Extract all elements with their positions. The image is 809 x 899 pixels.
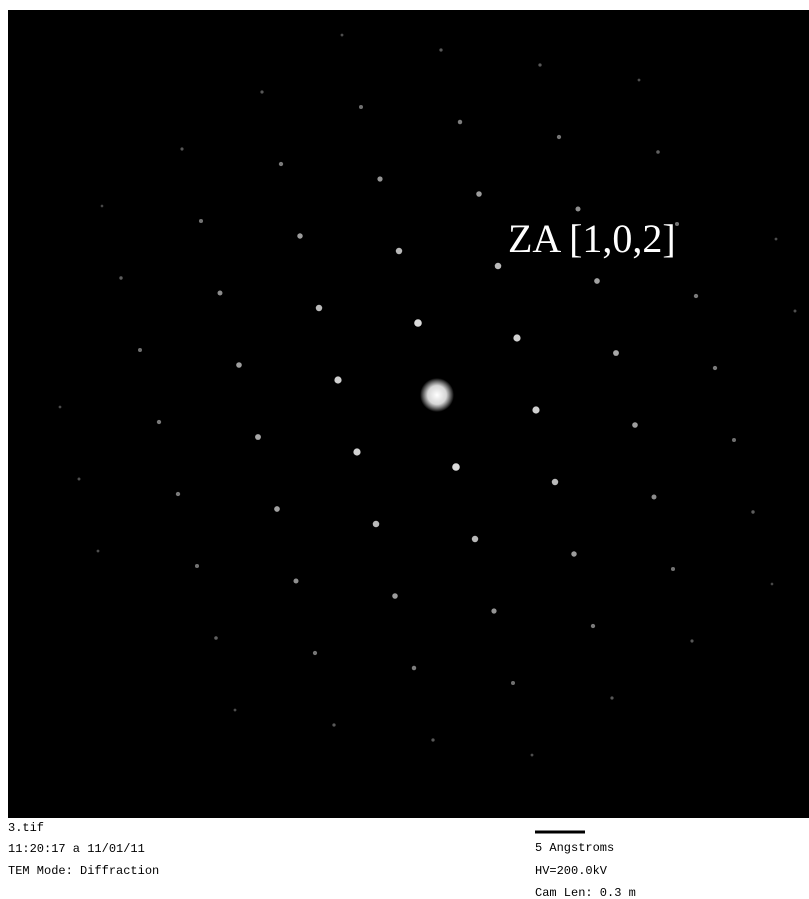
spot	[260, 90, 263, 93]
spot	[138, 348, 142, 352]
spot	[332, 723, 335, 726]
spot	[571, 551, 576, 556]
spot	[671, 567, 675, 571]
spot	[101, 205, 104, 208]
spot	[652, 495, 657, 500]
zone-axis-label: ZA [1,0,2]	[508, 216, 676, 261]
spot	[594, 278, 600, 284]
spot	[392, 593, 398, 599]
spot	[452, 463, 460, 471]
spot	[297, 233, 302, 238]
spot	[552, 479, 558, 485]
spot	[638, 79, 641, 82]
spot	[575, 206, 580, 211]
spot	[472, 536, 478, 542]
spot	[341, 34, 344, 37]
spot	[690, 639, 693, 642]
spot	[119, 276, 122, 279]
spot	[414, 319, 422, 327]
spot	[59, 406, 62, 409]
spot	[613, 350, 619, 356]
page: ZA [1,0,2] 3.tif 11:20:17 a 11/01/11 TEM…	[0, 0, 809, 899]
spot	[771, 583, 774, 586]
spot	[531, 754, 534, 757]
spot	[176, 492, 180, 496]
spot	[313, 651, 317, 655]
spot	[532, 406, 539, 413]
spot	[377, 176, 382, 181]
mode: TEM Mode: Diffraction	[8, 864, 159, 878]
voltage: HV=200.0kV	[535, 864, 608, 878]
spot	[234, 709, 237, 712]
spot	[694, 294, 698, 298]
spot	[439, 48, 442, 51]
spot	[511, 681, 515, 685]
spot	[495, 263, 502, 270]
spot	[157, 420, 161, 424]
camera-length: Cam Len: 0.3 m	[535, 886, 636, 899]
spot	[794, 310, 797, 313]
spot	[538, 63, 541, 66]
spot	[218, 291, 223, 296]
spot	[513, 334, 520, 341]
spot	[78, 478, 81, 481]
spot	[396, 248, 402, 254]
spot	[751, 510, 754, 513]
spot	[334, 376, 341, 383]
spot	[316, 305, 322, 311]
spot	[557, 135, 561, 139]
spot	[476, 191, 482, 197]
spot	[713, 366, 717, 370]
spot	[431, 738, 434, 741]
spot	[775, 238, 778, 241]
spot	[274, 506, 280, 512]
spot	[610, 696, 613, 699]
spot	[732, 438, 736, 442]
central-beam	[420, 378, 454, 412]
diffraction-image	[8, 10, 809, 818]
spot	[656, 150, 660, 154]
spot	[632, 422, 638, 428]
screenshot: ZA [1,0,2] 3.tif 11:20:17 a 11/01/11 TEM…	[0, 0, 809, 899]
spot	[458, 120, 462, 124]
spot	[373, 521, 380, 528]
spot	[214, 636, 218, 640]
spot	[97, 550, 100, 553]
spot	[236, 362, 242, 368]
timestamp: 11:20:17 a 11/01/11	[8, 842, 145, 856]
spot	[255, 434, 261, 440]
spot	[491, 608, 496, 613]
spot	[353, 448, 360, 455]
spot	[195, 564, 199, 568]
spot	[359, 105, 363, 109]
scale-label: 5 Angstroms	[535, 841, 614, 855]
spot	[180, 147, 183, 150]
spot	[279, 162, 283, 166]
spot	[412, 666, 416, 670]
file-name: 3.tif	[8, 821, 44, 835]
spot	[293, 578, 298, 583]
spot	[199, 219, 203, 223]
spot	[591, 624, 595, 628]
